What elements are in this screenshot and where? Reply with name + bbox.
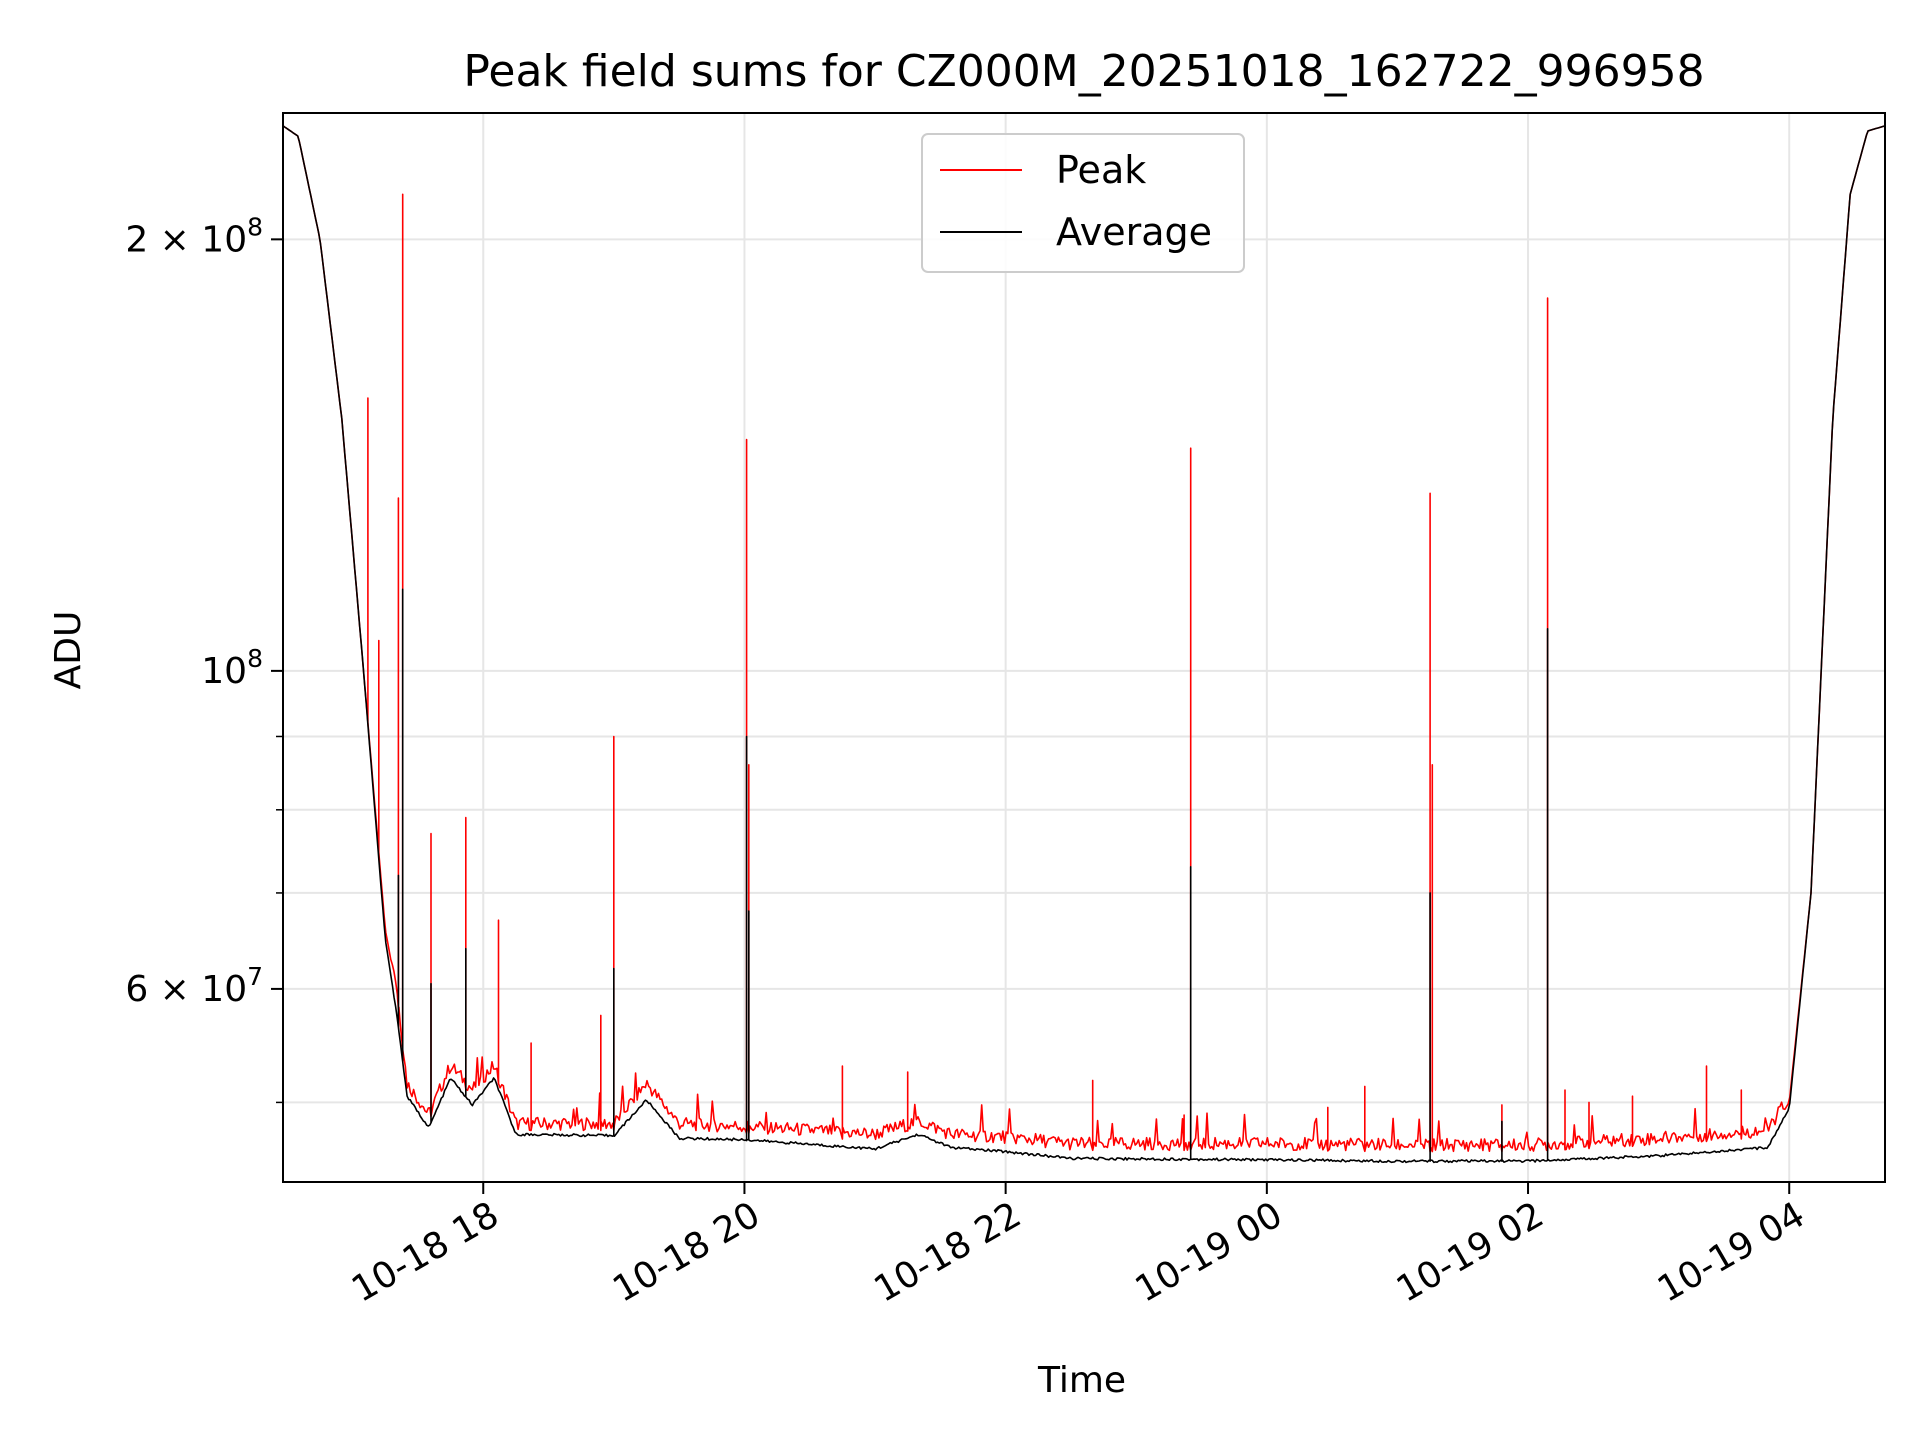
legend-box — [921, 133, 1245, 273]
y-tick-label: 6 × 107 — [125, 962, 263, 1010]
series-line-peak — [282, 125, 1885, 1153]
legend-average-label: Average — [1056, 210, 1212, 254]
legend-peak-label: Peak — [1056, 148, 1146, 192]
y-tick-label: 2 × 108 — [125, 212, 263, 260]
x-axis-label: Time — [1037, 1360, 1126, 1401]
chart-title: Peak field sums for CZ000M_20251018_1627… — [463, 46, 1704, 97]
plot-lines — [282, 125, 1885, 1164]
y-axis-label: ADU — [48, 611, 89, 690]
axes-frame — [282, 112, 1886, 1183]
grid — [283, 113, 1885, 1182]
series-line-average — [282, 125, 1885, 1164]
legend: Peak Average — [921, 133, 1245, 273]
